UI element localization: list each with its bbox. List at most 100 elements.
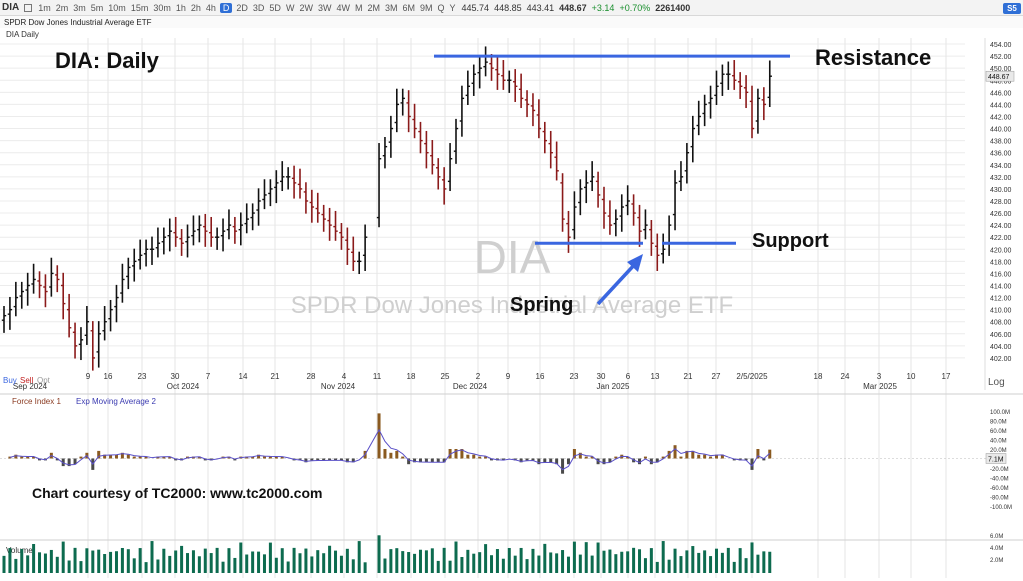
- volume-bar: [91, 550, 95, 573]
- timeframe-2m[interactable]: 2m: [55, 2, 69, 13]
- timeframe-y[interactable]: Y: [449, 2, 456, 13]
- volume-bar: [638, 549, 642, 573]
- volume-bar: [537, 555, 541, 573]
- timeframe-6m[interactable]: 6M: [402, 2, 415, 13]
- volume-bar: [245, 554, 249, 573]
- timeframe-5m[interactable]: 5m: [90, 2, 104, 13]
- volume-bar: [262, 554, 266, 573]
- force-index-label: Force Index 1: [12, 397, 61, 406]
- force-bar: [55, 458, 59, 461]
- volume-bar: [351, 559, 355, 573]
- ohlc-bar: [339, 223, 344, 250]
- volume-value: 2261400: [655, 2, 691, 13]
- timeframe-2h[interactable]: 2h: [190, 2, 201, 13]
- x-tick-label: 16: [536, 372, 545, 381]
- y-tick-label: 410.00: [990, 308, 1012, 315]
- force-bar: [697, 454, 701, 459]
- force-bar: [720, 454, 724, 459]
- timeframe-2m[interactable]: 2M: [367, 2, 380, 13]
- timeframe-30m[interactable]: 30m: [153, 2, 171, 13]
- timeframe-w[interactable]: W: [285, 2, 295, 13]
- force-bar: [661, 456, 665, 459]
- timeframe-10m[interactable]: 10m: [108, 2, 126, 13]
- force-bar: [590, 456, 594, 459]
- ohlc-bar: [72, 322, 78, 359]
- volume-bar: [168, 555, 172, 573]
- ohlc-bar: [761, 87, 767, 121]
- timeframe-1m[interactable]: 1m: [38, 2, 51, 13]
- credit-label: Chart courtesy of TC2000: www.tc2000.com: [32, 485, 322, 501]
- timeframe-d[interactable]: D: [219, 2, 233, 13]
- volume-bar: [703, 550, 707, 573]
- force-bar: [519, 458, 523, 463]
- force-bar: [328, 458, 332, 461]
- x-tick-label: 30: [597, 372, 606, 381]
- ohlc-bar: [78, 327, 84, 361]
- symbol-label[interactable]: DIA: [2, 2, 20, 13]
- force-bar: [401, 456, 405, 459]
- volume-bar: [549, 552, 553, 573]
- timeframe-4h[interactable]: 4h: [205, 2, 216, 13]
- ohlc-bar: [96, 321, 101, 368]
- ohlc-bar: [637, 204, 642, 247]
- ohlc-bar: [84, 306, 90, 345]
- timeframe-2d[interactable]: 2D: [236, 2, 248, 13]
- ohlc-bar: [459, 85, 465, 137]
- watermark: DIA SPDR Dow Jones Industrial Average ET…: [291, 231, 733, 319]
- s5-badge[interactable]: S5: [1003, 3, 1021, 14]
- y-tick-label: 404.00: [990, 344, 1012, 351]
- timeframe-3m[interactable]: 3M: [384, 2, 398, 13]
- volume-bar: [478, 552, 482, 573]
- timeframe-m[interactable]: M: [354, 2, 363, 13]
- x-tick-label: 3: [877, 372, 882, 381]
- force-bar: [132, 456, 136, 459]
- volume-bar: [280, 548, 284, 573]
- force-bar: [73, 458, 77, 465]
- volume-bar: [572, 541, 576, 573]
- ohlc-bar: [595, 171, 601, 208]
- force-bar: [614, 456, 618, 459]
- timeframe-9m[interactable]: 9M: [419, 2, 433, 13]
- high-value: 448.85: [494, 2, 522, 13]
- force-bar: [430, 458, 434, 463]
- ohlc-bar: [447, 143, 453, 192]
- timeframe-3d[interactable]: 3D: [252, 2, 265, 13]
- volume-bar: [685, 550, 689, 573]
- force-bar: [280, 456, 284, 459]
- x-tick-label: 18: [814, 372, 823, 381]
- timeframe-1h[interactable]: 1h: [175, 2, 186, 13]
- ohlc-bar: [382, 136, 388, 169]
- timeframe-3m[interactable]: 3m: [73, 2, 86, 13]
- y-tick-label: 454.00: [990, 42, 1012, 49]
- force-bar: [389, 452, 393, 459]
- timeframe-15m[interactable]: 15m: [130, 2, 149, 13]
- timeframe-5d[interactable]: 5D: [269, 2, 281, 13]
- menu-icon[interactable]: [24, 3, 33, 12]
- volume-bar: [620, 551, 624, 573]
- ohlc-bar: [191, 215, 196, 246]
- force-bar: [436, 458, 440, 463]
- force-bar: [768, 449, 772, 459]
- watermark-name: SPDR Dow Jones Industrial Average ETF: [291, 292, 733, 319]
- volume-bar: [649, 548, 653, 573]
- force-bar: [345, 458, 349, 463]
- y-tick-label: 436.00: [990, 151, 1012, 158]
- volume-bar: [661, 541, 665, 573]
- timeframe-q[interactable]: Q: [437, 2, 445, 13]
- quote-line: SPDR Dow Jones Industrial Average ETF: [0, 16, 1023, 28]
- volume-tick-label: 4.0M: [990, 546, 1003, 552]
- timeframe-4w[interactable]: 4W: [336, 2, 350, 13]
- price-axis: 402.00 404.00 406.00 408.00 410.00 412.00 414.…: [985, 42, 1015, 363]
- volume-bar: [768, 551, 772, 573]
- chart-area[interactable]: DIA SPDR Dow Jones Industrial Average ET…: [0, 28, 1023, 581]
- timeframe-3w[interactable]: 3W: [317, 2, 332, 13]
- volume-bar: [407, 552, 411, 573]
- force-bar: [608, 458, 612, 463]
- x-tick-label: 28: [307, 372, 316, 381]
- volume-tick-label: 6.0M: [990, 534, 1003, 540]
- ohlc-bar: [548, 130, 553, 169]
- ohlc-bar: [507, 70, 512, 93]
- ohlc-bar: [1, 306, 7, 333]
- volume-bar: [328, 545, 332, 573]
- timeframe-2w[interactable]: 2W: [299, 2, 313, 13]
